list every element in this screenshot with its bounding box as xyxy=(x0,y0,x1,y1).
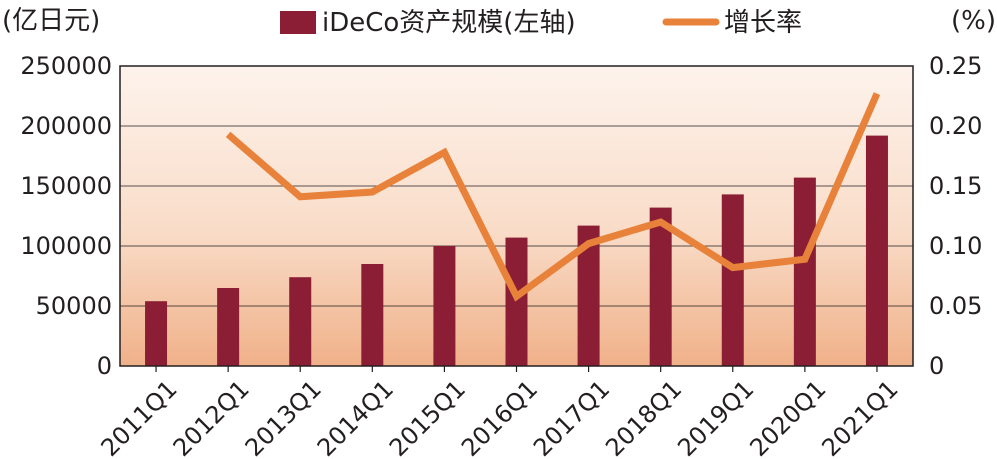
bar xyxy=(793,177,816,366)
x-tick-label: 2012Q1 xyxy=(168,375,255,459)
x-tick-label: 2011Q1 xyxy=(96,375,183,459)
bar xyxy=(505,237,528,366)
right-tick-label: 0.15 xyxy=(929,172,982,200)
left-tick-label: 100000 xyxy=(20,232,112,260)
left-tick-label: 0 xyxy=(97,352,112,380)
x-tick-label: 2017Q1 xyxy=(528,375,615,459)
x-tick-label: 2015Q1 xyxy=(384,375,471,459)
right-tick-label: 0.20 xyxy=(929,112,982,140)
bar-series xyxy=(145,135,888,366)
bar xyxy=(649,207,672,366)
right-axis: 0 0.05 0.10 0.15 0.20 0.25 xyxy=(929,52,982,380)
legend-bar-swatch xyxy=(280,11,316,34)
bar xyxy=(217,288,240,366)
bar xyxy=(721,194,744,366)
bar xyxy=(865,135,888,366)
x-tick-label: 2019Q1 xyxy=(672,375,759,459)
legend: iDeCo资产规模(左轴) 增长率 xyxy=(280,8,802,38)
bar xyxy=(145,301,168,366)
right-axis-unit: (%) xyxy=(951,6,996,36)
line-series xyxy=(225,92,881,302)
x-tick-label: 2021Q1 xyxy=(816,375,903,459)
right-tick-label: 0.05 xyxy=(929,292,982,320)
left-axis: 0 50000 100000 150000 200000 250000 xyxy=(20,52,112,380)
growth-rate-line xyxy=(225,92,881,302)
right-tick-label: 0 xyxy=(929,352,944,380)
x-tick-label: 2013Q1 xyxy=(240,375,327,459)
legend-bar-label: iDeCo资产规模(左轴) xyxy=(322,8,576,38)
left-tick-label: 250000 xyxy=(20,52,112,80)
x-tick-label: 2014Q1 xyxy=(312,375,399,459)
left-tick-label: 150000 xyxy=(20,172,112,200)
x-tick-label: 2018Q1 xyxy=(600,375,687,459)
right-tick-label: 0.25 xyxy=(929,52,982,80)
left-tick-label: 200000 xyxy=(20,112,112,140)
right-tick-label: 0.10 xyxy=(929,232,982,260)
left-axis-unit: (亿日元) xyxy=(2,6,100,36)
bar xyxy=(361,264,384,366)
bar xyxy=(289,277,312,366)
x-tick-label: 2016Q1 xyxy=(456,375,543,459)
x-axis: 2011Q12012Q12013Q12014Q12015Q12016Q12017… xyxy=(96,366,904,459)
x-tick-label: 2020Q1 xyxy=(744,375,831,459)
bar xyxy=(577,225,600,366)
left-tick-label: 50000 xyxy=(36,292,112,320)
bar xyxy=(433,246,456,366)
legend-line-label: 增长率 xyxy=(724,8,802,38)
